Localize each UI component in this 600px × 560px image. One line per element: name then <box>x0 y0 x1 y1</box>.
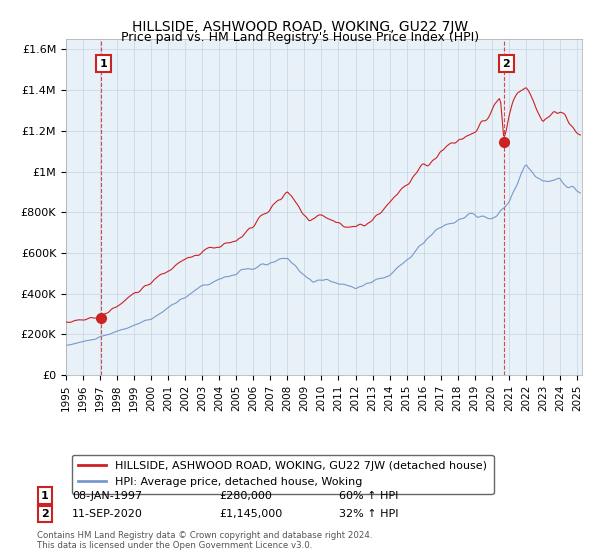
Text: £280,000: £280,000 <box>219 491 272 501</box>
Legend: HILLSIDE, ASHWOOD ROAD, WOKING, GU22 7JW (detached house), HPI: Average price, d: HILLSIDE, ASHWOOD ROAD, WOKING, GU22 7JW… <box>71 455 494 494</box>
Text: 60% ↑ HPI: 60% ↑ HPI <box>339 491 398 501</box>
Text: Contains HM Land Registry data © Crown copyright and database right 2024.: Contains HM Land Registry data © Crown c… <box>37 531 373 540</box>
Text: HILLSIDE, ASHWOOD ROAD, WOKING, GU22 7JW: HILLSIDE, ASHWOOD ROAD, WOKING, GU22 7JW <box>132 20 468 34</box>
Text: Price paid vs. HM Land Registry's House Price Index (HPI): Price paid vs. HM Land Registry's House … <box>121 31 479 44</box>
Text: 11-SEP-2020: 11-SEP-2020 <box>72 509 143 519</box>
Text: 1: 1 <box>100 59 107 69</box>
Text: 2: 2 <box>503 59 510 69</box>
Text: 2: 2 <box>41 509 49 519</box>
Text: 32% ↑ HPI: 32% ↑ HPI <box>339 509 398 519</box>
Text: This data is licensed under the Open Government Licence v3.0.: This data is licensed under the Open Gov… <box>37 541 313 550</box>
Text: 08-JAN-1997: 08-JAN-1997 <box>72 491 142 501</box>
Text: £1,145,000: £1,145,000 <box>219 509 282 519</box>
Text: 1: 1 <box>41 491 49 501</box>
